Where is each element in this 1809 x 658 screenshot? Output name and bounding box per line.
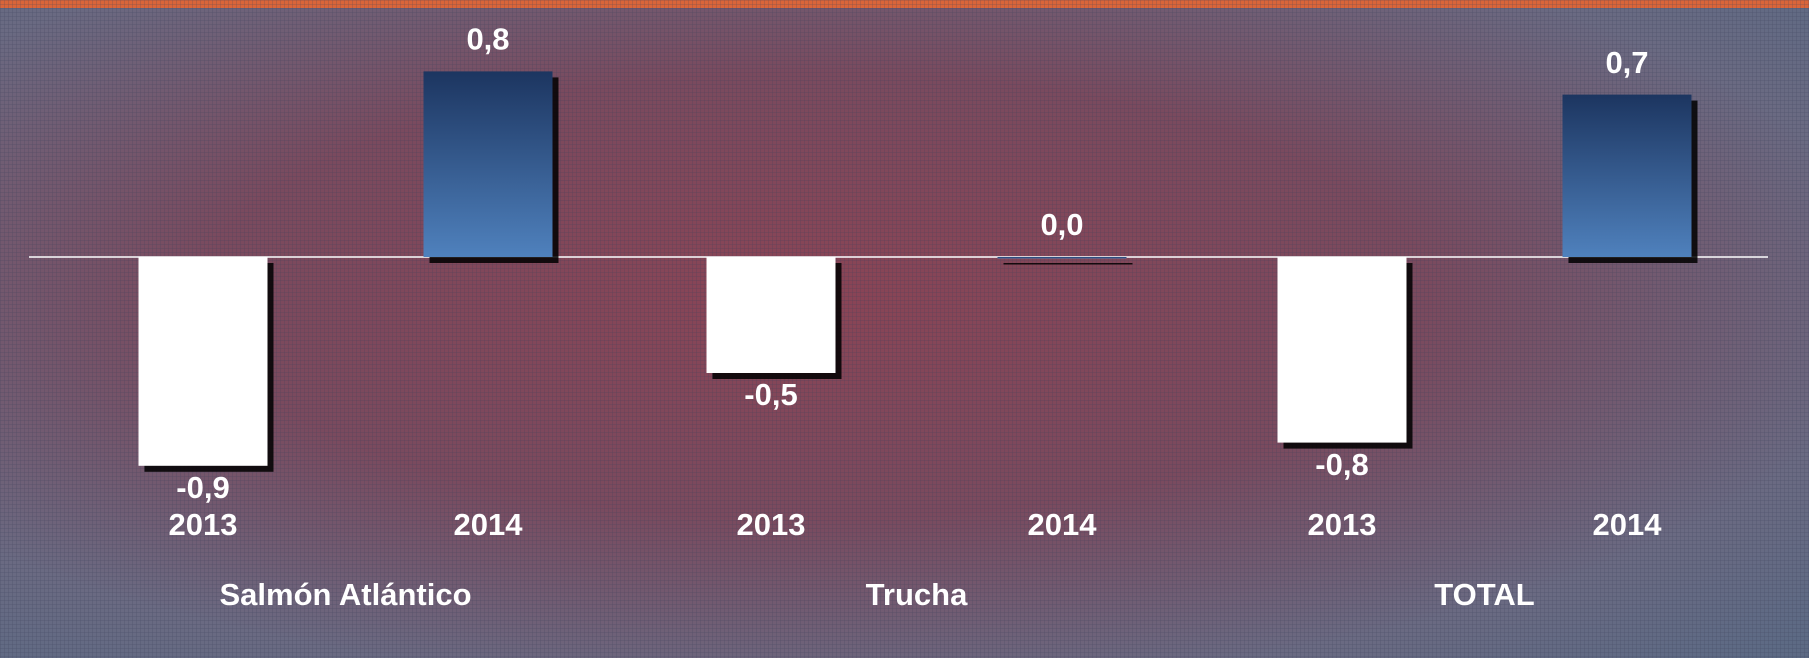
x-tick-label: 2013	[1308, 507, 1377, 542]
bar	[1563, 95, 1692, 257]
bar	[1278, 257, 1407, 443]
bar	[424, 71, 553, 257]
value-label: -0,8	[1315, 447, 1368, 482]
group-label: Salmón Atlántico	[219, 577, 471, 612]
x-tick-label: 2014	[1028, 507, 1098, 542]
x-tick-label: 2013	[737, 507, 806, 542]
x-tick-label: 2013	[169, 507, 238, 542]
bar-shadow	[1004, 263, 1133, 265]
page: -0,920130,82014-0,520130,02014-0,820130,…	[0, 0, 1809, 658]
value-label: -0,5	[744, 377, 797, 412]
value-label: 0,8	[466, 22, 509, 57]
value-label: 0,0	[1040, 207, 1083, 242]
chart: -0,920130,82014-0,520130,02014-0,820130,…	[0, 0, 1809, 658]
bar	[707, 257, 836, 373]
group-label: TOTAL	[1434, 577, 1534, 612]
value-label: 0,7	[1605, 45, 1648, 80]
bar	[139, 257, 268, 466]
x-tick-label: 2014	[1593, 507, 1663, 542]
group-label: Trucha	[866, 577, 968, 612]
bar	[998, 257, 1127, 259]
value-label: -0,9	[176, 470, 229, 505]
x-tick-label: 2014	[454, 507, 524, 542]
